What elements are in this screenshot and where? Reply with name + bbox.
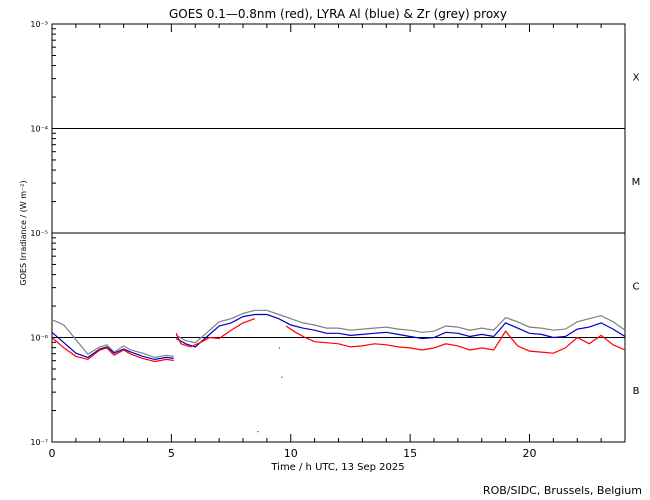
flare-class-label: M [632,177,641,188]
series-line-segment [51,331,174,361]
y-axis-label: GOES Irradiance / (W m⁻²) [19,180,28,285]
x-axis: 0 5 10 15 20 [49,24,626,460]
series-line-segment [51,319,174,359]
flare-class-label: C [633,281,640,292]
x-tick-label: 20 [523,447,537,460]
series-0 [51,309,626,359]
x-tick-label: 5 [168,447,175,460]
flare-class-labels: B C M X [632,72,641,397]
y-tick-label: 10⁻⁷ [30,438,48,447]
series-2 [51,318,626,433]
series-line-segment [175,313,626,348]
flare-class-label: X [633,72,640,83]
y-tick-label: 10⁻⁵ [30,229,48,238]
y-tick-label: 10⁻⁶ [30,334,48,343]
x-tick-label: 0 [49,447,56,460]
flare-class-label: B [633,386,640,397]
y-tick-label: 10⁻³ [30,20,48,29]
y-axis: 10⁻⁷ 10⁻⁶ 10⁻⁵ 10⁻⁴ 10⁻³ [30,20,60,447]
series-layer [51,309,626,433]
series-1 [51,313,626,361]
series-line-segment [175,318,256,348]
x-tick-label: 10 [284,447,298,460]
y-tick-label: 10⁻⁴ [30,125,48,134]
class-lines [52,128,625,338]
x-axis-label: Time / h UTC, 13 Sep 2025 [270,462,404,473]
chart-title: GOES 0.1—0.8nm (red), LYRA Al (blue) & Z… [169,7,507,21]
series-line-segment [51,337,174,363]
x-tick-label: 15 [403,447,417,460]
series-line-segment [175,309,626,344]
series-line-segment [285,325,626,354]
credit-text: ROB/SIDC, Brussels, Belgium [483,484,642,497]
